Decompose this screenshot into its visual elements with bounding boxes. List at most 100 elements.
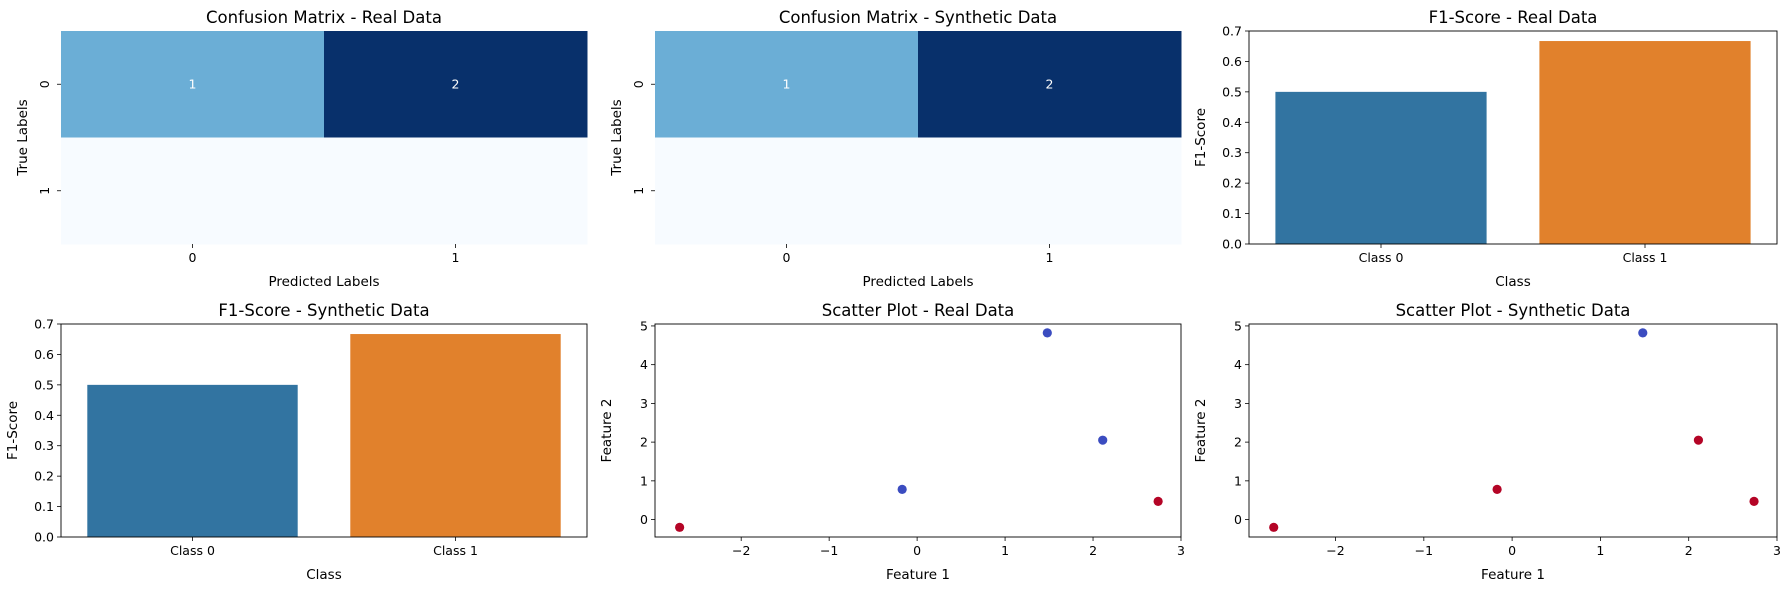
y-tick-label: 1 [640, 473, 648, 488]
f1-synthetic-panel: Class 0 Class 1 0.0 0.1 0.2 0.3 0.4 0.5 0.6 0.7 F1… [5, 301, 588, 583]
heatmap-cell [324, 137, 588, 245]
y-tick-label: 1 [37, 187, 52, 195]
y-tick-label: 0.2 [1222, 176, 1242, 191]
bar [1275, 91, 1487, 244]
y-tick-label: 0.1 [1222, 206, 1242, 221]
x-tick-label: 0 [1508, 543, 1516, 558]
x-tick-label: Class 1 [433, 543, 478, 558]
x-tick-label: 0 [189, 250, 197, 265]
chart-title: Confusion Matrix - Synthetic Data [779, 8, 1057, 27]
y-tick-label: 3 [640, 396, 648, 411]
x-axis-label: Predicted Labels [862, 274, 973, 290]
x-tick-label: Class 0 [170, 543, 215, 558]
axes-frame [654, 323, 1182, 538]
cm-synthetic-panel: 1 2 0 1 0 1 Confusion Matrix - Synthetic Data P… [609, 8, 1182, 290]
scatter-point [675, 522, 685, 532]
scatter-point [1269, 522, 1279, 532]
y-tick-label: 2 [1234, 435, 1242, 450]
y-tick-label: 0 [640, 512, 648, 527]
axes-frame [1248, 30, 1778, 245]
cell-value: 1 [783, 76, 791, 91]
axes-frame [60, 323, 588, 538]
x-axis-label: Feature 1 [886, 567, 950, 583]
scatter-point [897, 484, 907, 494]
y-tick-label: 0.7 [34, 317, 54, 332]
y-tick-label: 2 [640, 435, 648, 450]
y-tick-label: 5 [1234, 318, 1242, 333]
y-tick-label: 1 [1234, 473, 1242, 488]
cell-value: 2 [1046, 76, 1054, 91]
x-tick-label: 2 [1089, 543, 1097, 558]
x-tick-label: 1 [452, 250, 460, 265]
cm-real-panel: 1 2 0 1 0 1 Confusion Matrix - Real Data Predic… [15, 8, 588, 290]
x-axis-label: Class [1495, 274, 1531, 290]
x-tick-label: 1 [1001, 543, 1009, 558]
y-tick-label: 1 [631, 187, 646, 195]
x-tick-label: Class 1 [1623, 250, 1668, 265]
y-axis-label: Feature 2 [1193, 399, 1209, 463]
x-tick-label: −1 [820, 543, 838, 558]
x-tick-label: 0 [783, 250, 791, 265]
x-tick-label: 3 [1177, 543, 1185, 558]
scatter-synthetic-panel: −2 −1 0 1 2 3 0 1 2 3 4 5 Scatter Plot - Synthetic D… [1193, 301, 1781, 583]
scatter-point [1098, 435, 1108, 445]
heatmap-cell [655, 31, 919, 138]
y-tick-label: 0.6 [34, 347, 54, 362]
x-tick-label: 1 [1046, 250, 1054, 265]
x-tick-label: −2 [732, 543, 750, 558]
x-tick-label: 2 [1685, 543, 1693, 558]
y-tick-label: 0.3 [1222, 145, 1242, 160]
y-tick-label: 0.7 [1222, 24, 1242, 39]
scatter-point [1749, 496, 1759, 506]
y-axis-label: F1-Score [5, 401, 21, 460]
f1-real-panel: Class 0 Class 1 0.0 0.1 0.2 0.3 0.4 0.5 0.6 0.7 F1… [1193, 8, 1778, 290]
chart-title: Scatter Plot - Real Data [822, 301, 1015, 320]
bar [1539, 41, 1751, 244]
x-tick-label: Class 0 [1359, 250, 1404, 265]
y-tick-label: 0.3 [34, 438, 54, 453]
x-axis-label: Feature 1 [1481, 567, 1545, 583]
scatter-point [1492, 484, 1502, 494]
y-axis-label: F1-Score [1193, 108, 1209, 167]
x-axis-label: Class [306, 567, 342, 583]
scatter-point [1693, 435, 1704, 445]
bar [87, 384, 298, 537]
chart-title: Confusion Matrix - Real Data [206, 8, 442, 27]
y-tick-label: 0.0 [1222, 237, 1242, 252]
x-tick-label: 3 [1773, 543, 1781, 558]
y-tick-label: 0.2 [34, 469, 54, 484]
y-tick-label: 0 [631, 80, 646, 88]
y-tick-label: 0.4 [34, 408, 54, 423]
heatmap-cell [918, 137, 1182, 245]
y-tick-label: 5 [640, 318, 648, 333]
y-tick-label: 0.5 [1222, 84, 1242, 99]
scatter-point [1153, 496, 1163, 506]
heatmap-cell [918, 31, 1182, 138]
y-axis-label: True Labels [609, 99, 625, 176]
chart-title: Scatter Plot - Synthetic Data [1396, 301, 1631, 320]
x-axis-label: Predicted Labels [268, 274, 379, 290]
heatmap-cell [324, 31, 588, 138]
scatter-point [1042, 328, 1052, 338]
y-tick-label: 0.0 [34, 530, 54, 545]
scatter-point [1638, 328, 1648, 338]
heatmap-cell [655, 137, 919, 245]
axes-frame [1248, 323, 1778, 538]
y-tick-label: 0.4 [1222, 115, 1242, 130]
y-axis-label: True Labels [15, 99, 31, 176]
y-tick-label: 0 [37, 80, 52, 88]
x-tick-label: −1 [1415, 543, 1433, 558]
y-tick-label: 0.1 [34, 499, 54, 514]
y-tick-label: 4 [1234, 357, 1242, 372]
y-tick-label: 0.5 [34, 377, 54, 392]
y-tick-label: 0 [1234, 512, 1242, 527]
chart-title: F1-Score - Real Data [1429, 8, 1598, 27]
bar [350, 334, 561, 537]
x-tick-label: −2 [1326, 543, 1344, 558]
y-axis-label: Feature 2 [599, 399, 615, 463]
y-tick-label: 3 [1234, 396, 1242, 411]
y-tick-label: 4 [640, 357, 648, 372]
heatmap-cell [61, 31, 325, 138]
heatmap-cell [61, 137, 325, 245]
